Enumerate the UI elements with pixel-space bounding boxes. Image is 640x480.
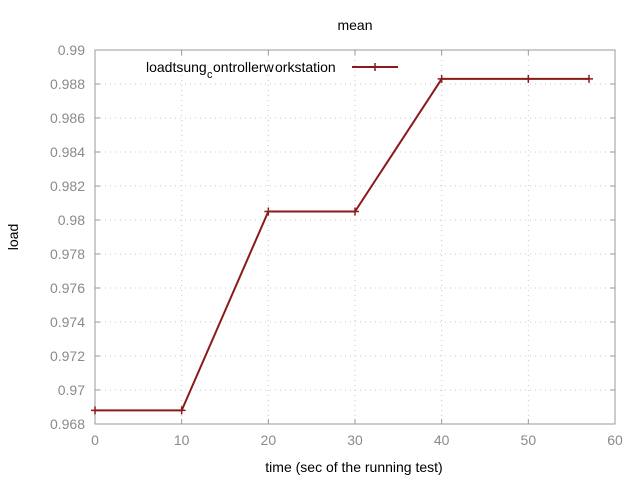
- x-tick-label: 40: [434, 432, 450, 448]
- y-tick-label: 0.984: [50, 144, 85, 160]
- legend-label-part-3: ontrollerw: [213, 59, 275, 75]
- x-tick-label: 20: [261, 432, 277, 448]
- grid: [95, 50, 615, 424]
- x-tick-label: 30: [347, 432, 363, 448]
- series: [91, 74, 593, 415]
- data-point: [177, 406, 186, 415]
- x-tick-label: 0: [91, 432, 99, 448]
- y-tick-label: 0.99: [58, 42, 85, 58]
- data-point: [264, 207, 273, 216]
- y-tick-label: 0.968: [50, 416, 85, 432]
- y-tick-label: 0.97: [58, 382, 85, 398]
- data-point: [91, 406, 99, 415]
- x-tick-label: 60: [607, 432, 623, 448]
- y-tick-label: 0.978: [50, 246, 85, 262]
- x-tick-label: 50: [521, 432, 537, 448]
- legend: loadtsung c ontrollerw orkstation: [146, 59, 398, 81]
- data-point: [437, 74, 446, 83]
- y-tick-label: 0.988: [50, 76, 85, 92]
- ticks: [94, 49, 616, 425]
- plot-frame: [94, 49, 616, 425]
- data-point: [585, 74, 593, 83]
- y-tick-label: 0.986: [50, 110, 85, 126]
- x-tick-labels: 0 10 20 30 40 50 60: [91, 432, 623, 448]
- y-tick-label: 0.974: [50, 314, 85, 330]
- legend-marker: [371, 63, 379, 71]
- chart-title: mean: [337, 17, 372, 33]
- data-point: [524, 74, 533, 83]
- x-tick-label: 10: [174, 432, 190, 448]
- y-axis-label: load: [5, 224, 21, 250]
- data-point: [351, 207, 359, 216]
- y-tick-label: 0.976: [50, 280, 85, 296]
- series-line: [95, 77, 589, 412]
- y-tick-labels: 0.968 0.97 0.972 0.974 0.976 0.978 0.98 0.982 0.…: [50, 42, 85, 432]
- legend-label-part-2: c: [207, 69, 213, 81]
- y-tick-label: 0.972: [50, 348, 85, 364]
- y-tick-label: 0.98: [58, 212, 85, 228]
- x-axis-label: time (sec of the running test): [265, 459, 442, 475]
- legend-label-part-1: loadtsung: [146, 59, 207, 75]
- y-tick-label: 0.982: [50, 178, 85, 194]
- legend-label-part-4: orkstation: [275, 59, 336, 75]
